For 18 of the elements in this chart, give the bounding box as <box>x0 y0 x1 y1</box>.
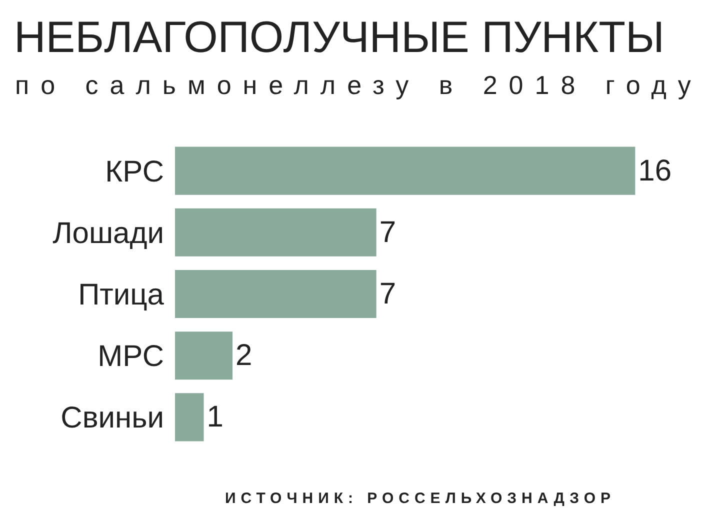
y-tick-label: Птица <box>78 278 164 312</box>
data-label: 1 <box>206 400 224 434</box>
text: ИСТОЧНИК: РОССЕЛЬХОЗНАДЗОР <box>225 490 616 507</box>
y-tick-label: Свиньи <box>60 402 164 435</box>
data-label: 7 <box>379 278 396 310</box>
y-tick-label: КРС <box>105 155 164 188</box>
y-tick-label: Лошади <box>52 216 164 250</box>
chart-title: НЕБЛАГОПОЛУЧНЫЕ ПУНКТЫ <box>14 13 664 62</box>
data-label: 16 <box>638 154 672 188</box>
data-label: 2 <box>236 339 252 372</box>
chart-subtitle: по сальмонеллезу в 2018 году <box>15 70 702 100</box>
bar <box>175 332 233 380</box>
bar <box>175 146 636 195</box>
bar <box>175 393 204 442</box>
bar <box>175 270 376 318</box>
bar <box>175 208 376 256</box>
data-label: 7 <box>379 216 396 249</box>
y-tick-label: МРС <box>98 340 164 374</box>
